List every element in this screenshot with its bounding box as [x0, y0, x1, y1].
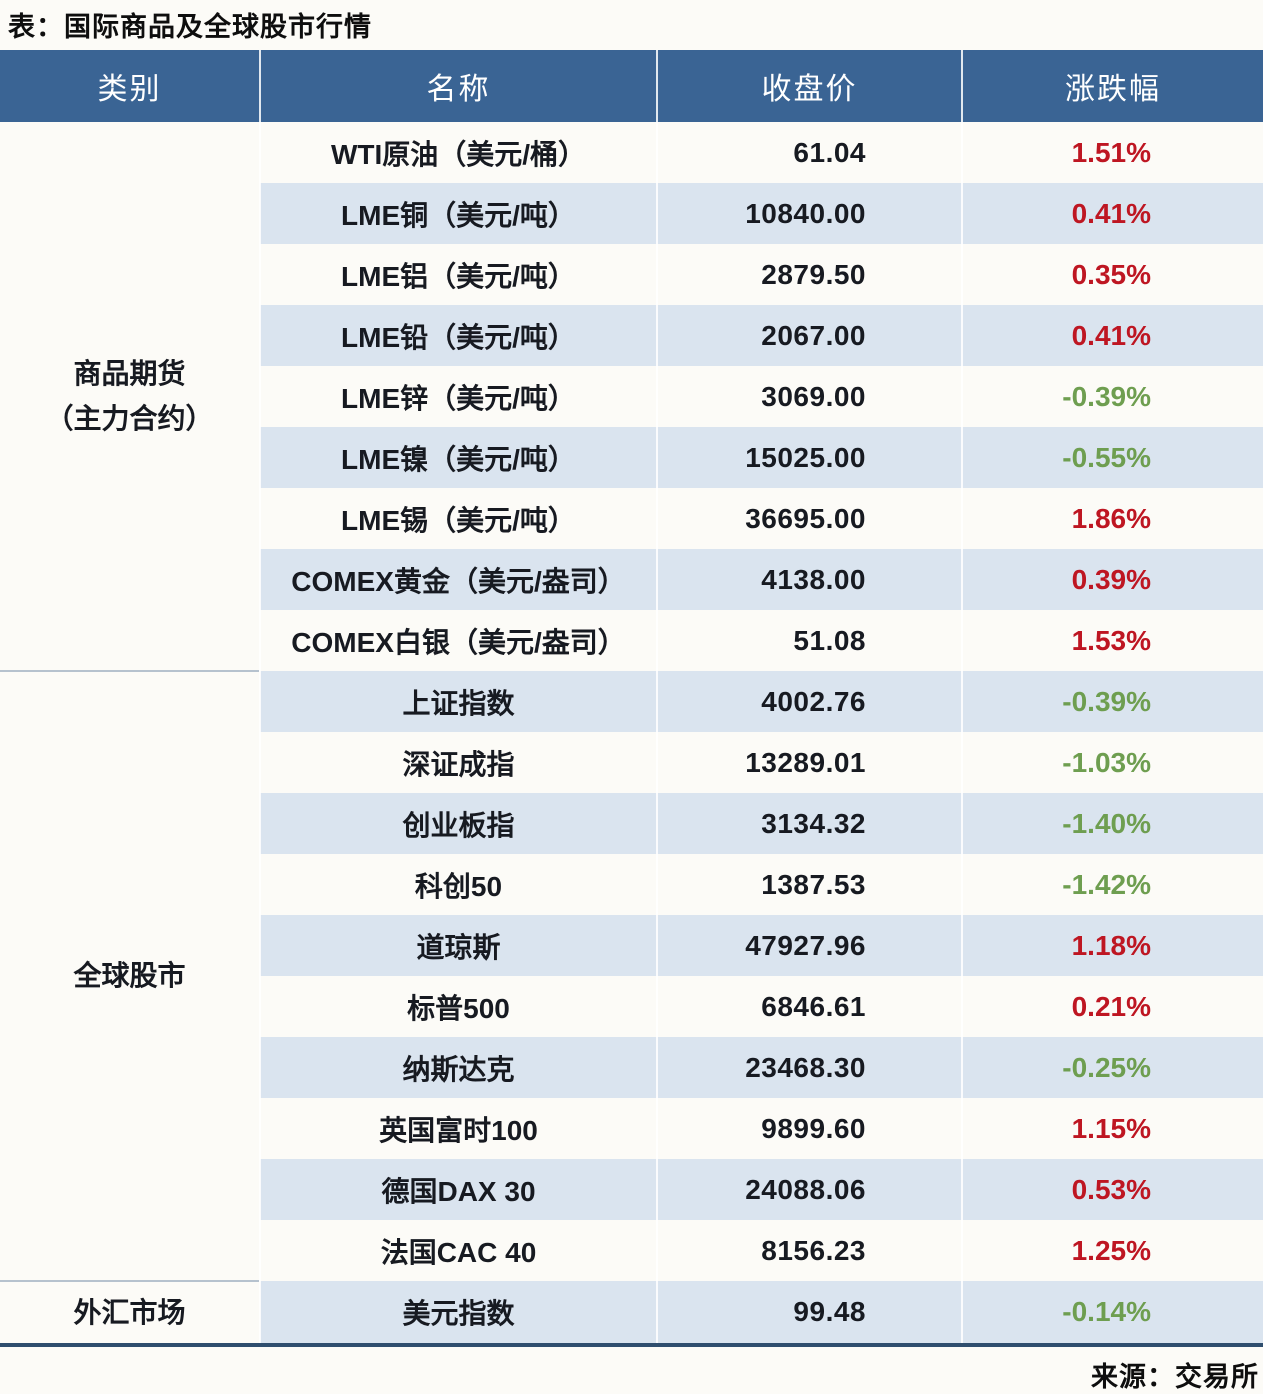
column-header-name: 名称: [259, 50, 657, 122]
table-header: 类别 名称 收盘价 涨跌幅: [0, 50, 1263, 122]
change-percent-cell: 0.41%: [961, 183, 1263, 244]
change-percent-cell: -0.39%: [961, 671, 1263, 732]
source-note: 来源：交易所: [1091, 1362, 1259, 1392]
close-price-cell: 36695.00: [656, 488, 962, 549]
change-percent-cell: -0.14%: [961, 1281, 1263, 1343]
table-row: 纳斯达克 23468.30 -0.25%: [0, 1037, 1263, 1098]
table-row: COMEX白银（美元/盎司） 51.08 1.53%: [0, 610, 1263, 671]
table-row: 全球股市 上证指数 4002.76 -0.39%: [0, 670, 1263, 1281]
name-cell: 纳斯达克: [259, 1037, 657, 1098]
close-price-cell: 51.08: [656, 610, 962, 671]
close-price-cell: 3069.00: [656, 366, 962, 427]
close-price-cell: 6846.61: [656, 976, 962, 1037]
table-row: LME铅（美元/吨） 2067.00 0.41%: [0, 305, 1263, 366]
close-price-cell: 15025.00: [656, 427, 962, 488]
change-percent-cell: 0.41%: [961, 305, 1263, 366]
change-percent-cell: 0.39%: [961, 549, 1263, 610]
change-percent-cell: -1.42%: [961, 854, 1263, 915]
name-cell: COMEX白银（美元/盎司）: [259, 610, 657, 671]
name-cell: 科创50: [259, 854, 657, 915]
change-percent-cell: 1.18%: [961, 915, 1263, 976]
close-price-cell: 2879.50: [656, 244, 962, 305]
close-price-cell: 13289.01: [656, 732, 962, 793]
table-row: COMEX黄金（美元/盎司） 4138.00 0.39%: [0, 549, 1263, 610]
header-row: 类别 名称 收盘价 涨跌幅: [0, 50, 1263, 122]
close-price-cell: 23468.30: [656, 1037, 962, 1098]
change-percent-cell: 1.51%: [961, 122, 1263, 183]
change-percent-cell: 1.86%: [961, 488, 1263, 549]
table-row: 商品期货 （主力合约） WTI原油（美元/桶） 61.04 1.51%: [0, 122, 1263, 671]
table-row: 德国DAX 30 24088.06 0.53%: [0, 1159, 1263, 1220]
close-price-cell: 4138.00: [656, 549, 962, 610]
name-cell: 法国CAC 40: [259, 1220, 657, 1281]
name-cell: 美元指数: [259, 1281, 657, 1343]
name-cell: WTI原油（美元/桶）: [259, 122, 657, 183]
table-row: LME锌（美元/吨） 3069.00 -0.39%: [0, 366, 1263, 427]
close-price-cell: 8156.23: [656, 1220, 962, 1281]
table-row: 科创50 1387.53 -1.42%: [0, 854, 1263, 915]
table-row: LME铜（美元/吨） 10840.00 0.41%: [0, 183, 1263, 244]
close-price-cell: 24088.06: [656, 1159, 962, 1220]
bottom-rule: [0, 1343, 1263, 1347]
change-percent-cell: 0.35%: [961, 244, 1263, 305]
table-row: 标普500 6846.61 0.21%: [0, 976, 1263, 1037]
change-percent-cell: 0.53%: [961, 1159, 1263, 1220]
name-cell: LME铝（美元/吨）: [259, 244, 657, 305]
table-row: 法国CAC 40 8156.23 1.25%: [0, 1220, 1263, 1281]
close-price-cell: 4002.76: [656, 671, 962, 732]
table-row: 外汇市场 美元指数 99.48 -0.14%: [0, 1280, 1263, 1343]
change-percent-cell: 1.15%: [961, 1098, 1263, 1159]
category-cell: 外汇市场: [0, 1280, 260, 1343]
close-price-cell: 9899.60: [656, 1098, 962, 1159]
change-percent-cell: 1.25%: [961, 1220, 1263, 1281]
table-body: 商品期货 （主力合约） WTI原油（美元/桶） 61.04 1.51% LME铜（美元/吨…: [0, 122, 1263, 1343]
name-cell: LME镍（美元/吨）: [259, 427, 657, 488]
change-percent-cell: -0.39%: [961, 366, 1263, 427]
table-row: 英国富时100 9899.60 1.15%: [0, 1098, 1263, 1159]
close-price-cell: 2067.00: [656, 305, 962, 366]
table-row: 深证成指 13289.01 -1.03%: [0, 732, 1263, 793]
column-header-category: 类别: [0, 50, 260, 122]
market-table: 类别 名称 收盘价 涨跌幅 商品期货 （主力合约） WTI原油（美元/桶） 61.04…: [0, 50, 1263, 1343]
change-percent-cell: 1.53%: [961, 610, 1263, 671]
change-percent-cell: 0.21%: [961, 976, 1263, 1037]
table-row: 道琼斯 47927.96 1.18%: [0, 915, 1263, 976]
close-price-cell: 1387.53: [656, 854, 962, 915]
close-price-cell: 61.04: [656, 122, 962, 183]
name-cell: LME铜（美元/吨）: [259, 183, 657, 244]
category-cell: 全球股市: [0, 670, 260, 1281]
close-price-cell: 3134.32: [656, 793, 962, 854]
table-row: 创业板指 3134.32 -1.40%: [0, 793, 1263, 854]
name-cell: LME锌（美元/吨）: [259, 366, 657, 427]
name-cell: LME铅（美元/吨）: [259, 305, 657, 366]
table-row: LME铝（美元/吨） 2879.50 0.35%: [0, 244, 1263, 305]
category-cell: 商品期货 （主力合约）: [0, 122, 260, 671]
name-cell: 德国DAX 30: [259, 1159, 657, 1220]
name-cell: 英国富时100: [259, 1098, 657, 1159]
name-cell: 创业板指: [259, 793, 657, 854]
name-cell: 道琼斯: [259, 915, 657, 976]
column-header-close: 收盘价: [656, 50, 962, 122]
change-percent-cell: -1.03%: [961, 732, 1263, 793]
figure-title: 表：国际商品及全球股市行情: [8, 12, 372, 42]
close-price-cell: 10840.00: [656, 183, 962, 244]
change-percent-cell: -0.55%: [961, 427, 1263, 488]
table-row: LME锡（美元/吨） 36695.00 1.86%: [0, 488, 1263, 549]
close-price-cell: 47927.96: [656, 915, 962, 976]
column-header-change: 涨跌幅: [961, 50, 1263, 122]
name-cell: 上证指数: [259, 671, 657, 732]
close-price-cell: 99.48: [656, 1281, 962, 1343]
name-cell: COMEX黄金（美元/盎司）: [259, 549, 657, 610]
name-cell: LME锡（美元/吨）: [259, 488, 657, 549]
table-row: LME镍（美元/吨） 15025.00 -0.55%: [0, 427, 1263, 488]
change-percent-cell: -1.40%: [961, 793, 1263, 854]
change-percent-cell: -0.25%: [961, 1037, 1263, 1098]
name-cell: 标普500: [259, 976, 657, 1037]
name-cell: 深证成指: [259, 732, 657, 793]
